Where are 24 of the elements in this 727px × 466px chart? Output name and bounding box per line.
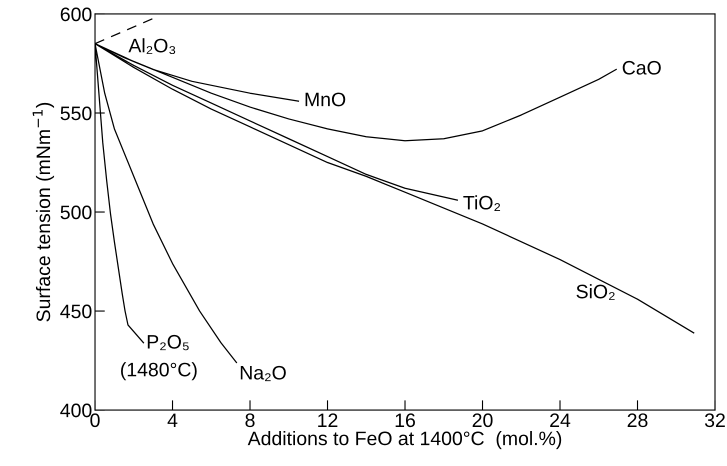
y-tick-label: 500 <box>60 206 92 220</box>
series-label: Al₂O₃ <box>128 38 176 54</box>
x-tick-label: 4 <box>168 414 178 427</box>
y-tick-label: 450 <box>60 304 92 318</box>
y-tick-label: 550 <box>60 106 92 120</box>
annotation: (1480°C) <box>121 362 197 380</box>
x-tick-label: 12 <box>318 413 338 427</box>
y-tick-label: 400 <box>60 404 92 418</box>
series-label: P₂O₅ <box>148 334 189 350</box>
series-label: CaO <box>622 60 661 75</box>
x-axis-title: Additions to FeO at 1400°C (mol.%) <box>248 430 562 450</box>
x-tick-label: 32 <box>704 413 725 428</box>
x-tick-label: 0 <box>90 413 100 428</box>
series-label: MnO <box>306 92 346 106</box>
x-tick-label: 16 <box>396 413 415 428</box>
x-tick-label: 8 <box>245 413 255 428</box>
x-tick-label: 28 <box>628 413 648 428</box>
series-label: TiO₂ <box>463 195 500 212</box>
series-label: SiO₂ <box>576 284 615 300</box>
x-tick-label: 20 <box>472 413 493 428</box>
y-axis-title: Surface tension (mNm$^{−1}$) <box>32 102 54 322</box>
x-tick-label: 24 <box>550 413 570 427</box>
series-label: Na₂O <box>240 366 286 382</box>
y-tick-label: 600 <box>60 7 92 22</box>
